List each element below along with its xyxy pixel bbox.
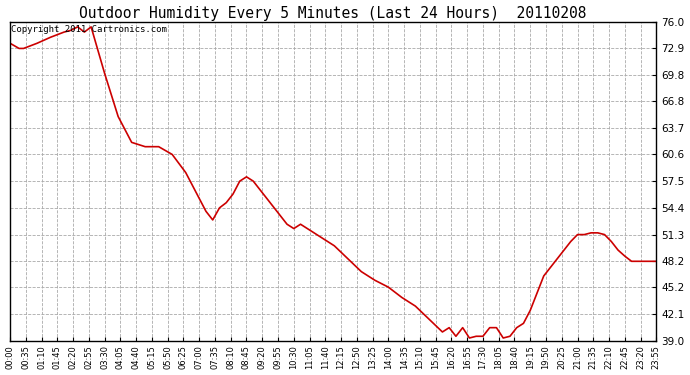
Text: Copyright 2011 Cartronics.com: Copyright 2011 Cartronics.com <box>11 25 167 34</box>
Title: Outdoor Humidity Every 5 Minutes (Last 24 Hours)  20110208: Outdoor Humidity Every 5 Minutes (Last 2… <box>79 6 587 21</box>
